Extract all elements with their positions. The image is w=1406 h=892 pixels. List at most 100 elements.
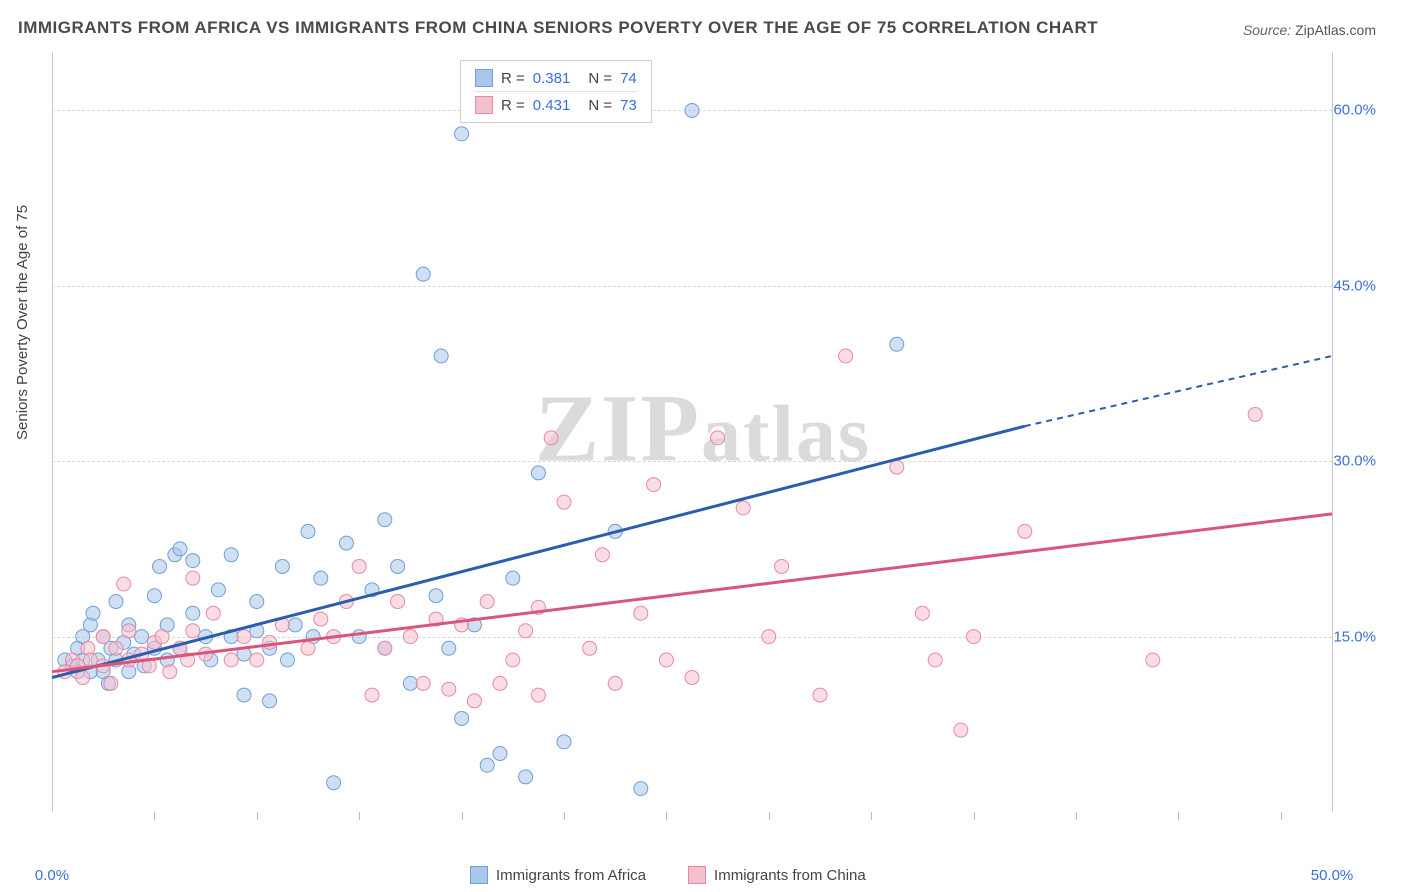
data-point xyxy=(506,653,520,667)
x-minor-tick xyxy=(1076,812,1077,820)
legend-r-value: 0.431 xyxy=(533,97,571,114)
legend-swatch xyxy=(475,69,493,87)
data-point xyxy=(544,431,558,445)
legend-r-label: R = xyxy=(501,97,525,114)
regression-line xyxy=(52,426,1025,677)
data-point xyxy=(314,571,328,585)
data-point xyxy=(211,583,225,597)
data-point xyxy=(762,630,776,644)
data-point xyxy=(480,595,494,609)
x-minor-tick xyxy=(154,812,155,820)
x-minor-tick xyxy=(1178,812,1179,820)
data-point xyxy=(186,606,200,620)
data-point xyxy=(608,676,622,690)
data-point xyxy=(314,612,328,626)
data-point xyxy=(391,559,405,573)
data-point xyxy=(86,606,100,620)
data-point xyxy=(634,606,648,620)
data-point xyxy=(519,770,533,784)
data-point xyxy=(352,559,366,573)
x-minor-tick xyxy=(462,812,463,820)
x-minor-tick xyxy=(257,812,258,820)
data-point xyxy=(839,349,853,363)
data-point xyxy=(365,688,379,702)
data-point xyxy=(76,671,90,685)
legend-n-value: 73 xyxy=(620,97,637,114)
data-point xyxy=(890,337,904,351)
data-point xyxy=(442,682,456,696)
data-point xyxy=(281,653,295,667)
data-point xyxy=(595,548,609,562)
source-attribution: Source: ZipAtlas.com xyxy=(1243,22,1376,38)
data-point xyxy=(339,536,353,550)
data-point xyxy=(186,554,200,568)
data-point xyxy=(1248,407,1262,421)
legend-swatch xyxy=(470,866,488,884)
legend-n-label: N = xyxy=(588,97,612,114)
data-point xyxy=(890,460,904,474)
source-label: Source: xyxy=(1243,22,1291,38)
data-point xyxy=(455,127,469,141)
x-tick-label: 50.0% xyxy=(1311,867,1354,884)
regression-line xyxy=(52,514,1332,672)
data-point xyxy=(186,624,200,638)
data-point xyxy=(153,559,167,573)
data-point xyxy=(288,618,302,632)
legend-n-label: N = xyxy=(588,70,612,87)
data-point xyxy=(583,641,597,655)
legend-label: Immigrants from Africa xyxy=(496,867,646,884)
data-point xyxy=(416,676,430,690)
data-point xyxy=(493,676,507,690)
legend-row: R = 0.431 N = 73 xyxy=(475,91,637,116)
data-point xyxy=(147,589,161,603)
data-point xyxy=(104,676,118,690)
data-point xyxy=(647,478,661,492)
x-minor-tick xyxy=(359,812,360,820)
chart-title: IMMIGRANTS FROM AFRICA VS IMMIGRANTS FRO… xyxy=(18,18,1098,38)
data-point xyxy=(403,676,417,690)
data-point xyxy=(531,466,545,480)
data-point xyxy=(1146,653,1160,667)
y-axis-label: Seniors Poverty Over the Age of 75 xyxy=(14,205,31,440)
data-point xyxy=(237,630,251,644)
data-point xyxy=(122,624,136,638)
data-point xyxy=(263,694,277,708)
y-axis-line-right xyxy=(1332,52,1333,812)
data-point xyxy=(186,571,200,585)
data-point xyxy=(967,630,981,644)
data-point xyxy=(467,694,481,708)
data-point xyxy=(493,747,507,761)
y-tick-label: 15.0% xyxy=(1333,628,1376,645)
x-tick-label: 0.0% xyxy=(35,867,69,884)
x-minor-tick xyxy=(871,812,872,820)
legend-r-label: R = xyxy=(501,70,525,87)
data-point xyxy=(685,671,699,685)
data-point xyxy=(659,653,673,667)
data-point xyxy=(685,103,699,117)
data-point xyxy=(378,641,392,655)
data-point xyxy=(480,758,494,772)
data-point xyxy=(275,559,289,573)
data-point xyxy=(206,606,220,620)
data-point xyxy=(237,688,251,702)
x-minor-tick xyxy=(1281,812,1282,820)
data-point xyxy=(915,606,929,620)
data-point xyxy=(557,735,571,749)
data-point xyxy=(109,595,123,609)
data-point xyxy=(403,630,417,644)
data-point xyxy=(736,501,750,515)
data-point xyxy=(173,542,187,556)
data-point xyxy=(711,431,725,445)
data-point xyxy=(250,595,264,609)
data-point xyxy=(155,630,169,644)
data-point xyxy=(378,513,392,527)
scatter-chart xyxy=(52,52,1332,812)
data-point xyxy=(519,624,533,638)
data-point xyxy=(429,589,443,603)
data-point xyxy=(135,630,149,644)
data-point xyxy=(928,653,942,667)
data-point xyxy=(775,559,789,573)
data-point xyxy=(954,723,968,737)
y-tick-label: 30.0% xyxy=(1333,453,1376,470)
data-point xyxy=(263,635,277,649)
